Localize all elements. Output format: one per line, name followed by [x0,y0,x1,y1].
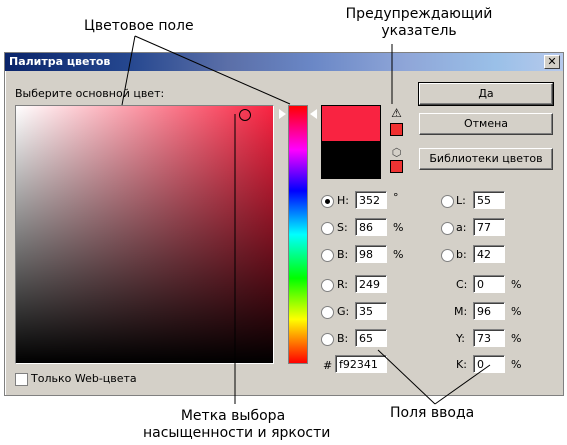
radio-hue[interactable] [321,195,334,208]
label-green: G: [337,305,349,318]
saturation-brightness-marker[interactable] [239,109,251,121]
title-bar[interactable]: Палитра цветов ✕ [5,53,563,71]
color-field[interactable] [15,105,274,364]
web-colors-only-label: Только Web-цвета [31,372,137,385]
label-red: R: [337,278,348,291]
annotation-input-fields: Поля ввода [390,405,474,422]
label-hue: H: [337,194,349,207]
hue-input[interactable]: 352 [355,191,387,209]
hue-slider-left-arrow[interactable] [279,109,286,119]
label-black: K: [456,358,467,371]
web-color-cube-icon[interactable]: ⬡ [390,146,403,159]
dialog-title: Палитра цветов [9,55,110,68]
annotation-warning-line2: указатель [344,23,494,40]
yellow-input[interactable]: 73 [473,329,505,347]
gamut-warning-icon[interactable]: ⚠ [390,107,403,120]
radio-brightness[interactable] [321,249,334,262]
radio-blue[interactable] [321,333,334,346]
label-saturation: S: [337,221,348,234]
brightness-input[interactable]: 98 [355,245,387,263]
radio-b[interactable] [441,249,454,262]
gamut-warning-swatch[interactable] [390,123,403,136]
magenta-unit: % [511,305,521,318]
radio-saturation[interactable] [321,222,334,235]
label-magenta: M: [454,305,467,318]
new-color-swatch [321,105,381,143]
annotation-marker-line2: насыщенности и яркости [143,425,323,442]
label-a: a: [456,221,466,234]
current-color-swatch[interactable] [321,141,381,179]
label-brightness: B: [337,248,348,261]
magenta-input[interactable]: 96 [473,302,505,320]
label-yellow: Y: [456,332,465,345]
black-input[interactable]: 0 [473,355,505,373]
close-button[interactable]: ✕ [544,55,560,69]
color-field-gradient[interactable] [16,106,273,363]
label-blue: B: [337,332,348,345]
hue-unit: ° [393,191,399,204]
label-b: b: [456,248,467,261]
cancel-button[interactable]: Отмена [419,113,553,135]
b-input[interactable]: 42 [473,245,505,263]
saturation-input[interactable]: 86 [355,218,387,236]
color-picker-dialog: Палитра цветов ✕ Выберите основной цвет:… [4,52,564,396]
annotation-color-field: Цветовое поле [84,18,194,35]
annotation-marker-line1: Метка выбора [143,408,323,425]
cyan-input[interactable]: 0 [473,275,505,293]
blue-input[interactable]: 65 [355,329,387,347]
red-input[interactable]: 249 [355,275,387,293]
cyan-unit: % [511,278,521,291]
label-lightness: L: [456,194,466,207]
annotation-warning-indicator: Предупреждающий указатель [344,6,494,40]
yellow-unit: % [511,332,521,345]
annotation-warning-line1: Предупреждающий [344,6,494,23]
hue-slider-right-arrow[interactable] [310,109,317,119]
saturation-unit: % [393,221,403,234]
color-libraries-button[interactable]: Библиотеки цветов [419,148,553,170]
label-cyan: C: [456,278,467,291]
hex-input[interactable]: f92341 [335,355,387,373]
brightness-unit: % [393,248,403,261]
a-input[interactable]: 77 [473,218,505,236]
web-colors-only-checkbox[interactable] [15,373,28,386]
green-input[interactable]: 35 [355,302,387,320]
radio-lightness[interactable] [441,195,454,208]
lightness-input[interactable]: 55 [473,191,505,209]
choose-color-prompt: Выберите основной цвет: [15,87,164,100]
black-unit: % [511,358,521,371]
radio-green[interactable] [321,306,334,319]
hue-slider[interactable] [288,105,308,364]
annotation-saturation-marker: Метка выбора насыщенности и яркости [143,408,323,442]
web-warning-swatch[interactable] [390,160,403,173]
radio-a[interactable] [441,222,454,235]
label-hex: # [323,359,332,372]
ok-button[interactable]: Да [419,83,553,105]
close-icon: ✕ [547,55,556,68]
radio-red[interactable] [321,279,334,292]
